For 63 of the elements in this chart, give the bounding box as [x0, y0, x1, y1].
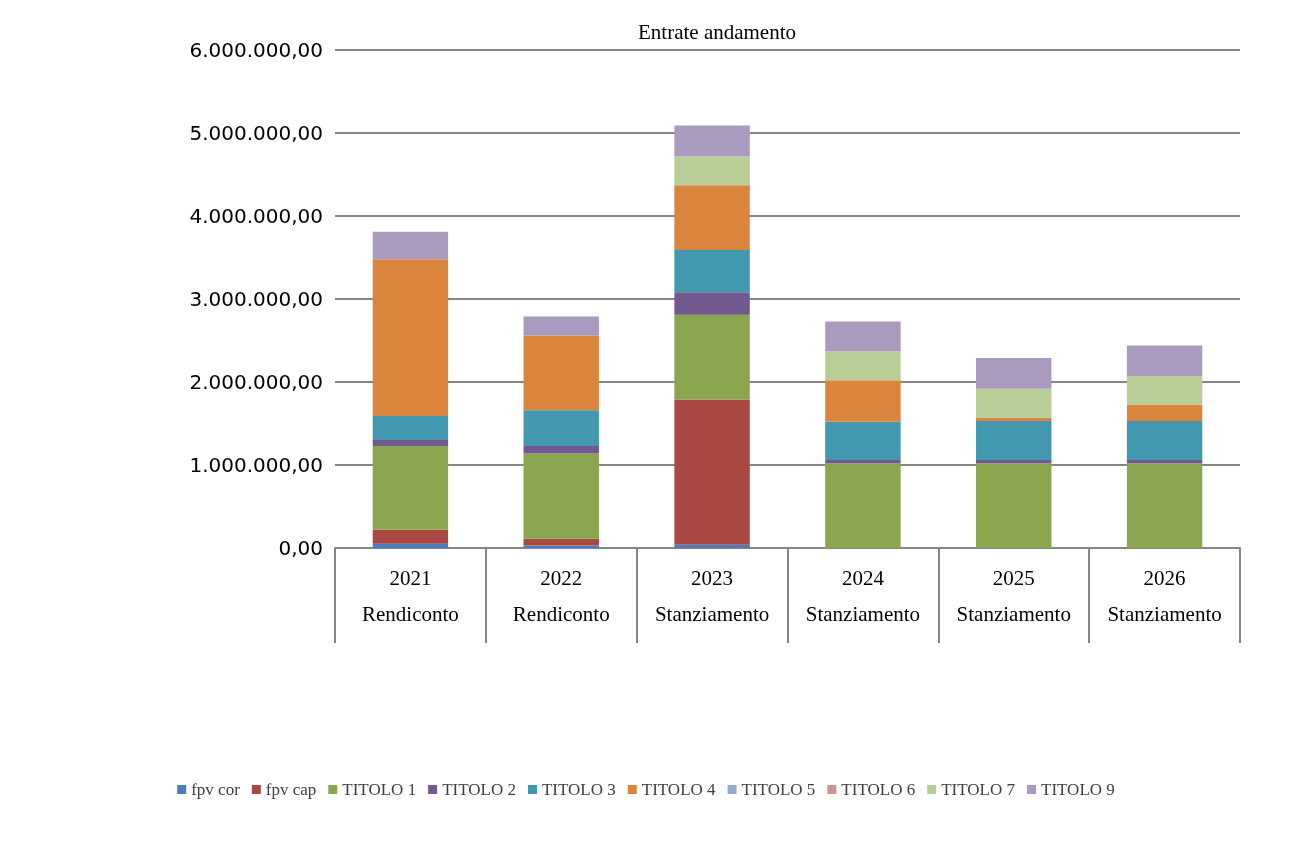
bar — [523, 453, 599, 539]
legend-label: TITOLO 4 — [641, 780, 717, 799]
bar — [523, 445, 599, 454]
bar — [674, 314, 750, 400]
bar — [1126, 460, 1203, 464]
bar — [976, 388, 1052, 418]
legend-label: fpv cap — [265, 780, 317, 799]
bar — [825, 421, 901, 461]
bar — [372, 529, 449, 544]
bar — [674, 292, 750, 315]
y-tick-label: 1.000.000,00 — [189, 453, 323, 477]
legend-label: TITOLO 6 — [841, 780, 916, 799]
x-tick-label: 2025 Stanziamento — [956, 566, 1071, 626]
x-tick-label: 2023 Stanziamento — [654, 566, 770, 626]
legend-label: TITOLO 1 — [342, 780, 417, 799]
legend-label: TITOLO 7 — [941, 780, 1016, 799]
bar — [674, 156, 750, 186]
bar — [674, 544, 750, 548]
bar — [976, 463, 1052, 548]
bar — [1126, 463, 1203, 548]
x-tick-label: 2021 Rendiconto — [362, 566, 459, 626]
bar — [1126, 376, 1203, 405]
legend-label: TITOLO 5 — [741, 780, 816, 799]
bar — [1126, 345, 1203, 377]
bar — [825, 463, 901, 548]
bar — [674, 185, 750, 251]
legend-label: fpv cor — [191, 780, 241, 799]
y-tick-label: 5.000.000,00 — [189, 121, 323, 145]
y-tick-label: 3.000.000,00 — [189, 287, 323, 311]
bar — [372, 445, 449, 530]
bar — [523, 538, 599, 546]
bar — [372, 259, 449, 417]
x-tick-label: 2026 Stanziamento — [1107, 566, 1222, 626]
bar — [523, 335, 599, 411]
y-tick-label: 2.000.000,00 — [189, 370, 323, 394]
bar — [825, 321, 901, 352]
bar — [825, 380, 901, 422]
chart-title: Entrate andamento — [637, 19, 797, 44]
bar — [372, 440, 449, 446]
legend-label: TITOLO 9 — [1040, 780, 1115, 799]
bar — [976, 460, 1052, 464]
bar — [372, 416, 449, 441]
x-tick-label: 2022 Rendiconto — [512, 566, 610, 626]
bar — [372, 231, 449, 260]
x-tick-label: 2024 Stanziamento — [805, 566, 921, 626]
bar — [372, 543, 449, 548]
bar — [1126, 404, 1203, 422]
legend-label: TITOLO 2 — [442, 780, 516, 799]
y-tick-label: 6.000.000,00 — [189, 38, 323, 62]
y-tick-label: 4.000.000,00 — [189, 204, 323, 228]
y-tick-label: 0,00 — [278, 536, 323, 560]
legend-label: TITOLO 3 — [541, 780, 616, 799]
bar — [976, 417, 1052, 422]
bar — [674, 399, 750, 545]
bar — [674, 250, 750, 293]
bar — [976, 421, 1052, 461]
bar — [523, 410, 599, 446]
bar — [976, 357, 1052, 389]
bar — [825, 460, 901, 464]
bar — [523, 316, 599, 336]
bar — [1126, 421, 1203, 461]
bar — [674, 125, 750, 157]
bar — [825, 351, 901, 381]
